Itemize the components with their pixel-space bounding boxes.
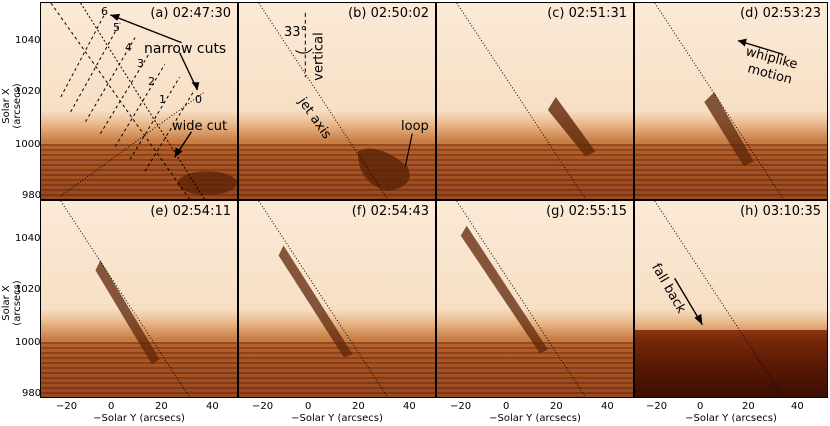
x-axis-label-g: −Solar Y (arcsecs) [489,413,581,424]
panel-g: (g) 02:55:15 [436,200,634,398]
panel-e-title: (e) 02:54:11 [150,204,231,219]
cut-number-2: 2 [148,75,155,88]
x-axis-label-e: −Solar Y (arcsecs) [93,413,185,424]
xtick-f-20: 20 [352,401,365,412]
y-axis-label-bottom: Solar X (arcsecs) [1,280,23,326]
narrow-cuts-label: narrow cuts [144,41,227,57]
ytick-top-1020: 1020 [15,86,41,97]
wide-cut-label: wide cut [172,119,228,134]
ytick-bottom-1000: 1000 [15,337,41,348]
xtick-h-0: 0 [697,401,704,412]
xtick-g-40: 40 [601,401,614,412]
x-axis-label-h: −Solar Y (arcsecs) [685,413,777,424]
xtick-e-0: 0 [108,401,115,412]
angle-label: 33° [284,25,308,40]
x-axis-label-f: −Solar Y (arcsecs) [291,413,383,424]
xtick-e-neg20: −20 [56,401,78,412]
panel-h: (h) 03:10:35 fall back [634,200,828,398]
vertical-label: vertical [311,32,327,81]
cut-number-4: 4 [125,41,132,54]
panel-d-title: (d) 02:53:23 [740,6,821,21]
y-axis-label-top: Solar X (arcsecs) [1,83,23,129]
xtick-h-20: 20 [742,401,755,412]
cut-number-1: 1 [159,93,166,106]
panel-d-overlay [654,3,784,199]
xtick-h-neg20: −20 [646,401,668,412]
panel-f: (f) 02:54:43 [238,200,436,398]
panel-f-title: (f) 02:54:43 [351,204,429,219]
panel-b: (b) 02:50:02 33° vertical jet axis loop [238,2,436,200]
xtick-g-neg20: −20 [450,401,472,412]
panel-a: (a) 02:47:30 narrow cuts wide cut 6 5 4 … [40,2,238,200]
ytick-top-1040: 1040 [15,35,41,46]
panel-h-title: (h) 03:10:35 [740,204,821,219]
xtick-g-20: 20 [550,401,563,412]
xtick-g-0: 0 [503,401,510,412]
cut-number-6: 6 [101,5,108,18]
panel-f-overlay [258,201,388,397]
xtick-h-40: 40 [791,401,804,412]
ytick-top-1000: 1000 [15,139,41,150]
panel-b-title: (b) 02:50:02 [348,6,429,21]
xtick-f-40: 40 [403,401,416,412]
panel-g-title: (g) 02:55:15 [546,204,627,219]
ytick-bottom-1040: 1040 [15,233,41,244]
cut-number-0: 0 [195,93,202,106]
panel-g-overlay [456,201,586,397]
panel-c: (c) 02:51:31 [436,2,634,200]
loop-label: loop [401,119,429,134]
xtick-f-neg20: −20 [252,401,274,412]
cut-number-3: 3 [137,57,144,70]
ytick-bottom-980: 980 [22,388,42,399]
panel-h-overlay [654,201,784,397]
panel-b-overlay [258,3,413,199]
panel-e-overlay [60,201,190,397]
panel-d: (d) 02:53:23 whiplike motion [634,2,828,200]
ytick-bottom-1020: 1020 [15,284,41,295]
xtick-e-40: 40 [206,401,219,412]
panel-a-title: (a) 02:47:30 [150,6,231,21]
xtick-e-20: 20 [155,401,168,412]
panel-a-overlay [50,3,237,199]
panel-c-overlay [456,3,596,199]
panel-c-title: (c) 02:51:31 [547,6,627,21]
ytick-top-980: 980 [22,190,42,201]
cut-number-5: 5 [113,21,120,34]
xtick-f-0: 0 [305,401,312,412]
panel-e: (e) 02:54:11 [40,200,238,398]
